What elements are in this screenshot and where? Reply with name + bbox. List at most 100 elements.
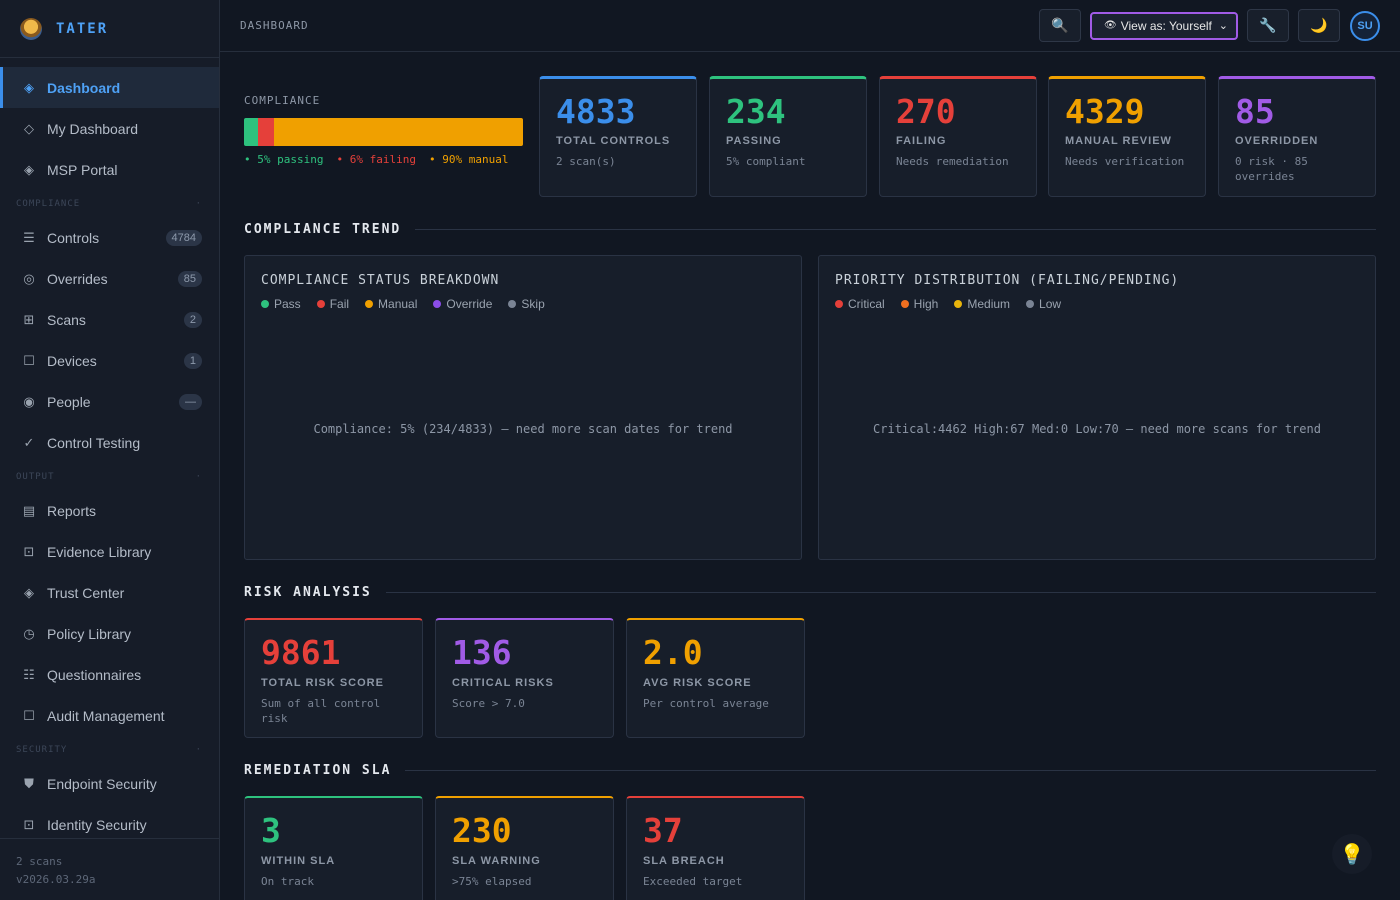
metric-value: 2.0 [643,633,703,672]
metric-caption: TOTAL RISK SCORE [261,677,384,689]
stat-card-overridden[interactable]: 85 OVERRIDDEN 0 risk · 85 overrides [1218,76,1376,197]
sidebar-item-people[interactable]: ◉ People — [0,381,219,422]
square-icon: ☐ [23,707,35,723]
stat-caption: PASSING [726,135,782,147]
section-label-output[interactable]: OUTPUT · [16,471,202,482]
sidebar-item-my-dashboard[interactable]: ◇ My Dashboard [0,108,219,149]
sidebar-item-reports[interactable]: ▤ Reports [0,490,219,531]
evidence-icon: ⊡ [23,543,35,559]
sidebar-item-label: Audit Management [47,707,165,724]
sidebar-item-policy-library[interactable]: ◷ Policy Library [0,613,219,654]
priority-legend: Critical High Medium Low [835,297,1359,311]
stat-caption: MANUAL REVIEW [1065,135,1172,147]
stat-subtext: 5% compliant [726,155,806,168]
legend-failing: • 6% failing [336,153,416,166]
metric-caption: SLA WARNING [452,855,541,867]
sidebar-item-label: MSP Portal [47,161,118,178]
tools-button[interactable]: 🔧 [1247,9,1289,42]
legend-passing: • 5% passing [244,153,324,166]
diamond-icon: ◈ [24,79,34,95]
sidebar-item-evidence-library[interactable]: ⊡ Evidence Library [0,531,219,572]
eye-icon: 👁 [1104,20,1117,31]
checklist-icon: ☷ [23,666,35,682]
sidebar-item-msp-portal[interactable]: ◈ MSP Portal [0,149,219,190]
stat-card-passing[interactable]: 234 PASSING 5% compliant [709,76,867,197]
view-as-label: View as: Yourself [1120,18,1212,33]
list-icon: ☰ [23,229,35,245]
metric-value: 37 [643,811,683,850]
section-label-security[interactable]: SECURITY · [16,744,202,755]
legend-item-override: Override [433,297,492,311]
stat-subtext: 2 scan(s) [556,155,616,168]
legend-dot-icon [835,300,843,308]
sidebar-item-identity-security[interactable]: ⊡ Identity Security [0,804,219,845]
sidebar-item-scans[interactable]: ⊞ Scans 2 [0,299,219,340]
sidebar-item-audit-management[interactable]: ☐ Audit Management [0,695,219,736]
sidebar-item-label: Overrides [47,270,108,287]
sidebar-item-dashboard[interactable]: ◈ Dashboard [0,67,219,108]
sidebar-item-label: Endpoint Security [47,775,157,792]
sidebar-item-label: Dashboard [47,79,121,96]
stat-caption: TOTAL CONTROLS [556,135,671,147]
metric-card-sla-warning[interactable]: 230 SLA WARNING >75% elapsed [435,796,614,900]
compliance-label: COMPLIANCE [244,94,321,107]
sidebar-item-endpoint-security[interactable]: ⛊ Endpoint Security [0,763,219,804]
metric-card-total-risk-score[interactable]: 9861 TOTAL RISK SCORE Sum of all control r… [244,618,423,738]
stat-card-manual-review[interactable]: 4329 MANUAL REVIEW Needs verification [1048,76,1206,197]
lightbulb-icon: 💡 [1339,843,1365,866]
collapse-icon: · [195,744,202,755]
collapse-icon: · [195,198,202,209]
legend-item-critical: Critical [835,297,885,311]
panel-title: PRIORITY DISTRIBUTION (FAILING/PENDING) [835,273,1180,288]
sidebar-item-label: Reports [47,502,97,519]
sidebar-item-control-testing[interactable]: ✓ Control Testing [0,422,219,463]
version-label: v2026.03.29a [16,873,96,886]
breadcrumb: DASHBOARD [240,19,309,32]
search-icon: 🔍 [1051,17,1069,33]
metric-card-critical-risks[interactable]: 136 CRITICAL RISKS Score > 7.0 [435,618,614,738]
view-as-select[interactable]: 👁 View as: Yourself ⌄ [1090,11,1238,40]
legend-item-pass: Pass [261,297,301,311]
sidebar-item-overrides[interactable]: ◎ Overrides 85 [0,258,219,299]
sidebar-item-questionnaires[interactable]: ☷ Questionnaires [0,654,219,695]
status-message: Compliance: 5% (234/4833) — need more sc… [313,422,733,436]
status-breakdown-panel: COMPLIANCE STATUS BREAKDOWN Pass Fail Manu… [244,255,802,560]
sidebar-item-label: Control Testing [47,434,141,451]
legend-dot-icon [954,300,963,308]
wrench-icon: 🔧 [1259,17,1277,33]
theme-toggle-button[interactable]: 🌙 [1298,9,1340,42]
metric-card-within-sla[interactable]: 3 WITHIN SLA On track [244,796,423,900]
sidebar-item-label: Identity Security [47,816,147,833]
stat-card-failing[interactable]: 270 FAILING Needs remediation [879,76,1037,197]
sidebar-item-label: My Dashboard [47,120,139,137]
section-risk-analysis: RISK ANALYSIS [244,585,1376,600]
sidebar-item-trust-center[interactable]: ◈ Trust Center [0,572,219,613]
collapse-icon: · [195,471,202,482]
document-icon: ▤ [22,502,36,518]
count-badge: 4784 [165,229,202,246]
diamond-icon: ◈ [24,584,34,600]
stat-card-total-controls[interactable]: 4833 TOTAL CONTROLS 2 scan(s) [539,76,697,197]
priority-message: Critical:4462 High:67 Med:0 Low:70 — nee… [873,422,1321,436]
top-bar: DASHBOARD 🔍 👁 View as: Yourself ⌄ 🔧 🌙 SU [220,0,1400,52]
legend-item-skip: Skip [508,297,545,311]
identity-icon: ⊡ [23,816,35,832]
search-button[interactable]: 🔍 [1039,9,1081,42]
metric-subtext: On track [261,875,314,888]
sidebar-item-devices[interactable]: ☐ Devices 1 [0,340,219,381]
legend-manual: • 90% manual [428,153,509,166]
count-badge: 2 [183,311,202,328]
brand[interactable]: TATER [0,0,219,58]
legend-item-fail: Fail [316,297,349,311]
sidebar-item-controls[interactable]: ☰ Controls 4784 [0,217,219,258]
stat-caption: FAILING [896,135,947,147]
moon-icon: 🌙 [1310,17,1328,33]
metric-caption: WITHIN SLA [261,855,336,867]
avatar[interactable]: SU [1350,10,1380,41]
stat-subtext: 0 risk · 85 overrides [1235,155,1308,183]
metric-card-avg-risk-score[interactable]: 2.0 AVG RISK SCORE Per control average [626,618,805,738]
panel-title: COMPLIANCE STATUS BREAKDOWN [261,273,500,288]
metric-card-sla-breach[interactable]: 37 SLA BREACH Exceeded target [626,796,805,900]
tips-button[interactable]: 💡 [1332,834,1372,874]
section-label-compliance[interactable]: COMPLIANCE · [16,198,202,209]
